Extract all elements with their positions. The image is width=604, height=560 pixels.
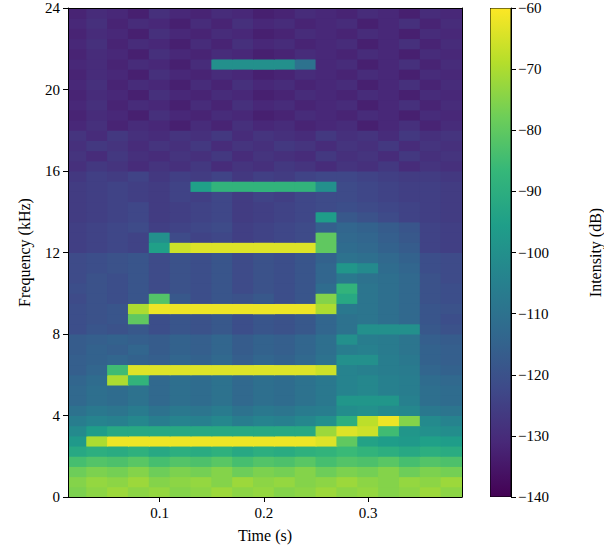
svg-text:−80: −80 [518,122,541,138]
svg-text:4: 4 [53,408,61,424]
svg-text:−120: −120 [518,367,549,383]
svg-text:−130: −130 [518,428,549,444]
svg-text:24: 24 [45,0,61,16]
svg-text:−60: −60 [518,0,541,16]
svg-text:8: 8 [53,326,61,342]
svg-text:−70: −70 [518,61,541,77]
svg-text:0.2: 0.2 [255,505,274,521]
svg-text:0.1: 0.1 [150,505,169,521]
svg-text:−140: −140 [518,489,549,505]
svg-text:12: 12 [45,245,60,261]
svg-text:Time (s): Time (s) [238,527,292,545]
svg-text:0.3: 0.3 [359,505,378,521]
svg-text:20: 20 [45,82,60,98]
svg-text:0: 0 [53,489,61,505]
svg-text:−100: −100 [518,245,549,261]
svg-text:Frequency (kHz): Frequency (kHz) [16,198,34,307]
svg-text:16: 16 [45,163,61,179]
svg-text:−90: −90 [518,183,541,199]
svg-text:−110: −110 [518,306,548,322]
svg-text:Intensity (dB): Intensity (dB) [587,208,604,297]
